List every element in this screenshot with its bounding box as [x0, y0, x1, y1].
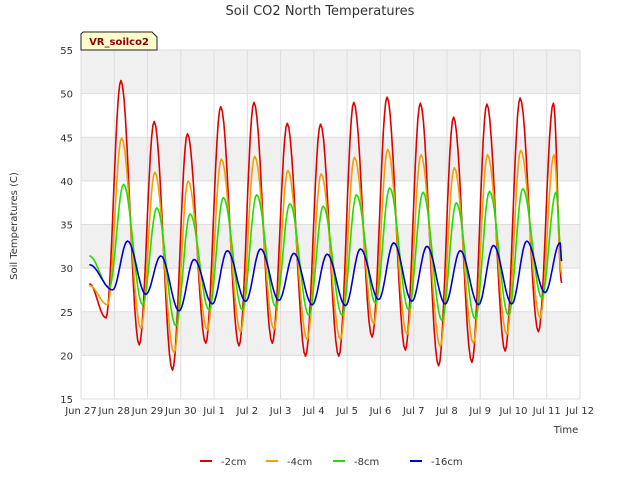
legend-item: -2cm [200, 457, 246, 468]
legend-item: -8cm [333, 457, 379, 468]
y-tick-label: 30 [60, 264, 73, 275]
x-tick-label: Jul 12 [565, 406, 594, 417]
station-badge-box [80, 31, 158, 51]
plot-band [81, 311, 580, 356]
chart-title: Soil CO2 North Temperatures [226, 4, 415, 19]
plot-band [81, 137, 580, 181]
legend-label: -16cm [431, 457, 463, 468]
y-axis-ticks: 15 20 25 30 35 40 45 50 55 [60, 46, 73, 406]
legend: -2cm -4cm -8cm -16cm [200, 457, 463, 468]
x-tick-label: Jul 10 [498, 406, 527, 417]
series-line-minus-16cm [89, 240, 563, 312]
station-badge-label: VR_soilco2 [89, 37, 149, 48]
x-tick-label: Jul 7 [402, 406, 425, 417]
y-tick-label: 25 [60, 308, 73, 319]
x-tick-label: Jun 27 [64, 406, 97, 417]
y-tick-label: 45 [60, 133, 73, 144]
series-line-minus-4cm [89, 137, 563, 354]
legend-label: -8cm [354, 457, 379, 468]
legend-label: -4cm [287, 457, 312, 468]
x-tick-label: Jul 9 [468, 406, 491, 417]
x-tick-label: Jul 6 [369, 406, 392, 417]
legend-item: -16cm [410, 457, 463, 468]
x-tick-label: Jun 28 [98, 406, 131, 417]
legend-label: -2cm [221, 457, 246, 468]
x-tick-label: Jul 3 [269, 406, 292, 417]
x-tick-label: Jul 11 [532, 406, 561, 417]
y-tick-label: 40 [60, 177, 73, 188]
station-badge: VR_soilco2 [80, 31, 158, 51]
y-tick-label: 50 [60, 90, 73, 101]
y-tick-label: 35 [60, 221, 73, 232]
y-tick-label: 55 [60, 46, 73, 57]
x-tick-label: Jul 8 [435, 406, 458, 417]
x-tick-label: Jun 30 [164, 406, 197, 417]
plot-band [81, 50, 580, 94]
x-tick-label: Jun 29 [131, 406, 164, 417]
x-axis-ticks: Jun 27 Jun 28 Jun 29 Jun 30 Jul 1 Jul 2 Jul 3 J… [64, 406, 594, 417]
x-tick-label: Jul 4 [302, 406, 325, 417]
x-tick-label: Jul 2 [236, 406, 259, 417]
y-axis-label: Soil Temperatures (C) [9, 172, 20, 280]
x-tick-label: Jul 5 [335, 406, 358, 417]
series-line-minus-8cm [89, 183, 563, 327]
x-tick-label: Jul 1 [202, 406, 225, 417]
x-axis-label: Time [553, 425, 578, 436]
y-tick-label: 15 [60, 395, 73, 406]
y-tick-label: 20 [60, 351, 73, 362]
legend-item: -4cm [266, 457, 312, 468]
series-layer [88, 79, 563, 371]
